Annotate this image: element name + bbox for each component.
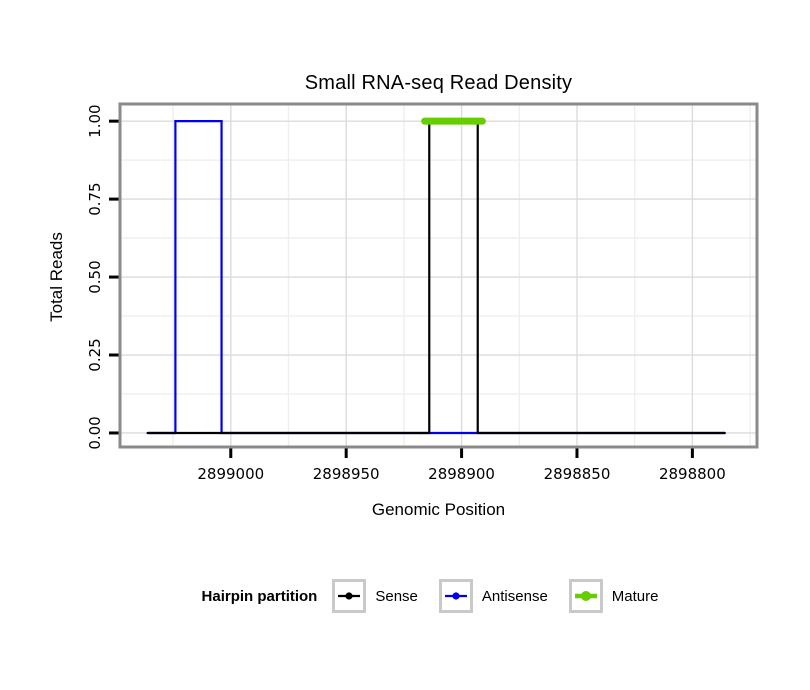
svg-text:2898900: 2898900 — [428, 465, 495, 483]
legend-label-sense: Sense — [375, 587, 418, 605]
svg-text:0.25: 0.25 — [86, 338, 104, 371]
legend: Hairpin partition Sense Antisense — [70, 578, 810, 614]
legend-title: Hairpin partition — [201, 587, 318, 605]
legend-key-antisense-icon — [438, 579, 473, 613]
svg-text:2898850: 2898850 — [544, 465, 611, 483]
x-axis-label: Genomic Position — [371, 500, 506, 519]
svg-text:2899000: 2899000 — [197, 465, 264, 483]
svg-text:1.00: 1.00 — [86, 104, 104, 137]
svg-text:0.75: 0.75 — [86, 182, 104, 215]
legend-label-antisense: Antisense — [481, 587, 548, 605]
svg-text:2898800: 2898800 — [659, 465, 726, 483]
legend-key-sense-icon — [332, 579, 367, 613]
chart-title: Small RNA-seq Read Density — [304, 72, 573, 94]
legend-label-mature: Mature — [611, 587, 659, 605]
svg-text:0.50: 0.50 — [86, 260, 104, 293]
legend-item-mature: Mature — [568, 578, 679, 614]
legend-key-mature-icon — [568, 579, 603, 613]
legend-item-sense: Sense — [331, 578, 438, 614]
svg-text:2898950: 2898950 — [313, 465, 380, 483]
svg-text:0.00: 0.00 — [86, 416, 104, 449]
legend-item-antisense: Antisense — [438, 578, 568, 614]
